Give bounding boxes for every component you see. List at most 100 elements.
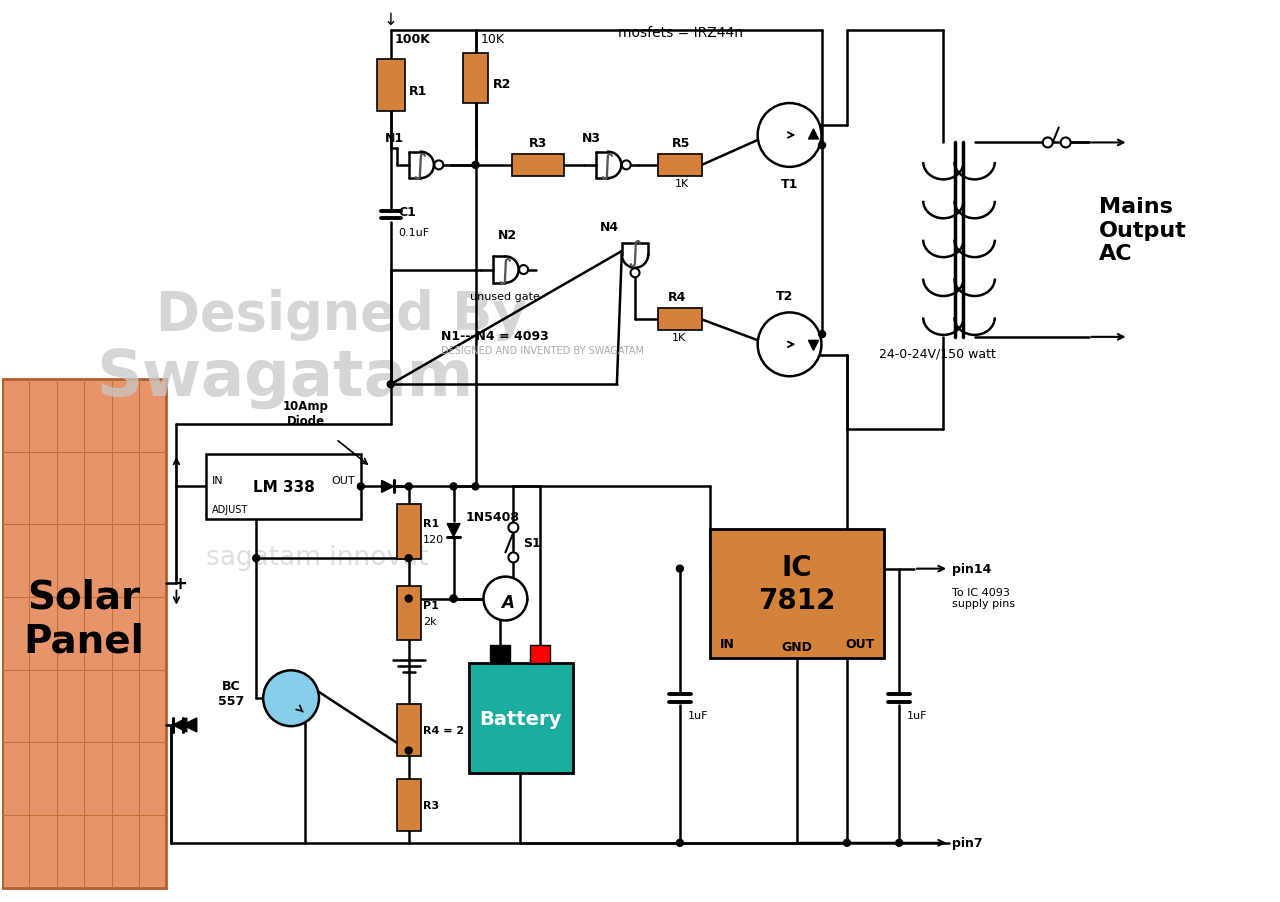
Text: OUT: OUT <box>845 637 874 650</box>
Circle shape <box>622 161 631 170</box>
Text: $\int$: $\int$ <box>497 254 512 286</box>
Text: OUT: OUT <box>332 476 355 486</box>
Circle shape <box>676 566 684 573</box>
Text: pin14: pin14 <box>952 563 992 575</box>
Text: Battery: Battery <box>479 709 562 728</box>
Text: 10Amp
Diode: 10Amp Diode <box>283 400 329 428</box>
Text: R2: R2 <box>493 78 511 90</box>
Circle shape <box>520 266 529 275</box>
Text: 0.1uF: 0.1uF <box>399 227 430 237</box>
Circle shape <box>472 162 479 170</box>
Text: 1uF: 1uF <box>687 711 708 721</box>
Text: P1: P1 <box>422 601 439 611</box>
Text: $\int$: $\int$ <box>599 150 614 181</box>
Text: To IC 4093
supply pins: To IC 4093 supply pins <box>952 587 1015 609</box>
Text: 10K: 10K <box>480 33 504 46</box>
Circle shape <box>631 269 640 278</box>
Circle shape <box>406 747 412 754</box>
Text: 100K: 100K <box>394 33 430 46</box>
Text: 120: 120 <box>422 535 444 545</box>
Text: Mains
Output
AC: Mains Output AC <box>1098 198 1187 263</box>
Bar <box>512 155 564 177</box>
Circle shape <box>451 483 457 491</box>
Polygon shape <box>183 718 197 732</box>
Text: R5: R5 <box>672 137 690 150</box>
Text: Solar
Panel: Solar Panel <box>24 577 145 659</box>
Circle shape <box>357 483 365 491</box>
Text: N3: N3 <box>581 132 600 144</box>
Circle shape <box>451 595 457 603</box>
Circle shape <box>388 382 394 388</box>
Polygon shape <box>809 341 818 351</box>
Circle shape <box>406 595 412 603</box>
Text: 1N5408: 1N5408 <box>466 511 520 524</box>
Text: mosfets = IRZ44n: mosfets = IRZ44n <box>618 26 744 41</box>
Text: A: A <box>500 593 513 611</box>
Text: unused gate: unused gate <box>471 291 540 301</box>
Polygon shape <box>447 524 460 537</box>
Circle shape <box>264 670 319 726</box>
Circle shape <box>818 331 826 338</box>
Text: +: + <box>173 574 187 592</box>
Polygon shape <box>173 718 187 732</box>
Text: S1: S1 <box>524 537 541 549</box>
Bar <box>206 455 361 520</box>
Text: ↓: ↓ <box>384 12 398 29</box>
Bar <box>490 646 511 664</box>
Circle shape <box>818 143 826 150</box>
Bar <box>462 54 489 104</box>
Bar <box>376 60 404 112</box>
Bar <box>397 779 421 832</box>
Bar <box>530 646 550 664</box>
Circle shape <box>508 523 518 533</box>
Circle shape <box>896 840 902 846</box>
Bar <box>468 664 573 773</box>
Bar <box>3 380 166 888</box>
Text: T1: T1 <box>781 178 799 190</box>
Text: ADJUST: ADJUST <box>212 504 248 514</box>
Text: DESIGNED AND INVENTED BY SWAGATAM: DESIGNED AND INVENTED BY SWAGATAM <box>440 346 644 356</box>
Text: N4: N4 <box>600 220 618 234</box>
Bar <box>397 504 421 559</box>
Text: GND: GND <box>782 640 813 654</box>
Bar <box>658 309 701 331</box>
Circle shape <box>844 840 850 846</box>
Text: LM 338: LM 338 <box>252 479 315 494</box>
Text: 24-0-24V/150 watt: 24-0-24V/150 watt <box>879 347 996 361</box>
Text: 1K: 1K <box>675 179 689 189</box>
Text: IC
7812: IC 7812 <box>758 554 836 614</box>
Text: R1: R1 <box>422 519 439 529</box>
Text: N1: N1 <box>385 132 404 144</box>
Text: −: − <box>173 715 189 735</box>
Text: N2: N2 <box>498 229 517 242</box>
Text: 2k: 2k <box>422 616 436 626</box>
Text: R4 = 2 R3: R4 = 2 R3 <box>422 725 484 735</box>
Circle shape <box>484 577 527 621</box>
Text: IN: IN <box>212 476 224 486</box>
Circle shape <box>472 483 479 491</box>
Circle shape <box>1061 138 1070 148</box>
Text: T2: T2 <box>776 290 794 303</box>
Circle shape <box>676 840 684 846</box>
Text: Designed By: Designed By <box>156 290 527 341</box>
Circle shape <box>252 555 260 562</box>
Circle shape <box>406 483 412 491</box>
Bar <box>397 704 421 756</box>
Text: $\int$: $\int$ <box>627 237 643 269</box>
Polygon shape <box>809 130 818 140</box>
Bar <box>658 155 701 177</box>
Text: sagatam innovat: sagatam innovat <box>206 544 429 570</box>
Text: R3: R3 <box>422 800 439 811</box>
Text: BC
557: BC 557 <box>218 679 244 707</box>
Text: pin7: pin7 <box>952 836 983 850</box>
Text: R3: R3 <box>529 137 548 150</box>
Text: $\int$: $\int$ <box>412 150 428 181</box>
Text: N1---N4 = 4093: N1---N4 = 4093 <box>440 330 548 343</box>
Bar <box>710 529 884 658</box>
Circle shape <box>508 553 518 563</box>
Circle shape <box>758 104 822 168</box>
Text: C1: C1 <box>399 206 416 219</box>
Text: IN: IN <box>719 637 735 650</box>
Circle shape <box>1043 138 1052 148</box>
Circle shape <box>434 161 443 170</box>
